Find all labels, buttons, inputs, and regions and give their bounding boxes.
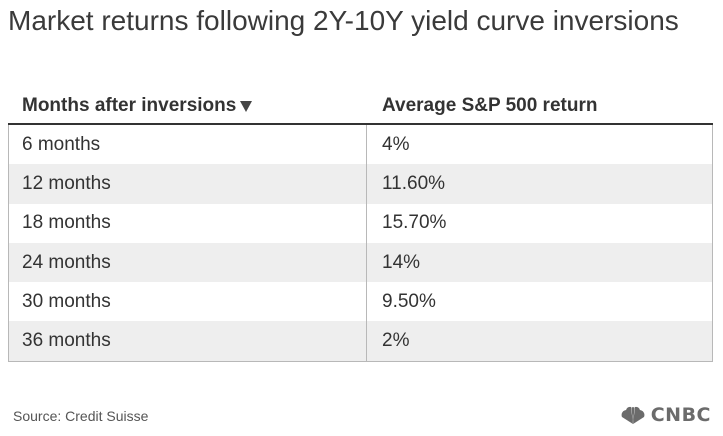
cell-months: 6 months [9, 125, 367, 165]
column-header-return[interactable]: Average S&P 500 return [366, 95, 597, 117]
table-row: 6 months 4% [9, 125, 712, 165]
cell-return: 15.70% [382, 212, 447, 234]
table-row: 12 months 11.60% [9, 164, 712, 204]
cell-months: 18 months [9, 203, 367, 243]
table-row: 24 months 14% [9, 242, 712, 283]
cell-months: 30 months [9, 282, 367, 322]
cell-return: 4% [382, 133, 410, 155]
table-row: 36 months 2% [9, 321, 712, 361]
source-note: Source: Credit Suisse [13, 408, 149, 424]
column-header-months[interactable]: Months after inversions [8, 95, 366, 117]
cell-return: 9.50% [382, 290, 436, 312]
cnbc-wordmark: CNBC [650, 404, 711, 426]
page-title: Market returns following 2Y-10Y yield cu… [8, 5, 679, 36]
cell-return: 14% [382, 251, 421, 273]
table-row: 18 months 15.70% [9, 203, 712, 243]
cell-months: 36 months [9, 321, 367, 361]
column-header-return-label: Average S&P 500 return [382, 94, 598, 116]
table-body: 6 months 4% 12 months 11.60% 18 months 1… [8, 125, 713, 362]
peacock-icon [618, 405, 648, 425]
sort-descending-icon[interactable] [240, 100, 253, 112]
cell-months: 24 months [9, 242, 367, 283]
returns-table: Months after inversions Average S&P 500 … [8, 88, 713, 362]
cnbc-logo: CNBC [618, 404, 711, 426]
cell-months: 12 months [9, 164, 367, 204]
cell-return: 11.60% [382, 172, 446, 194]
table-row: 30 months 9.50% [9, 282, 712, 322]
column-header-months-label: Months after inversions [22, 94, 237, 116]
table-header: Months after inversions Average S&P 500 … [8, 88, 713, 125]
cell-return: 2% [382, 330, 410, 352]
